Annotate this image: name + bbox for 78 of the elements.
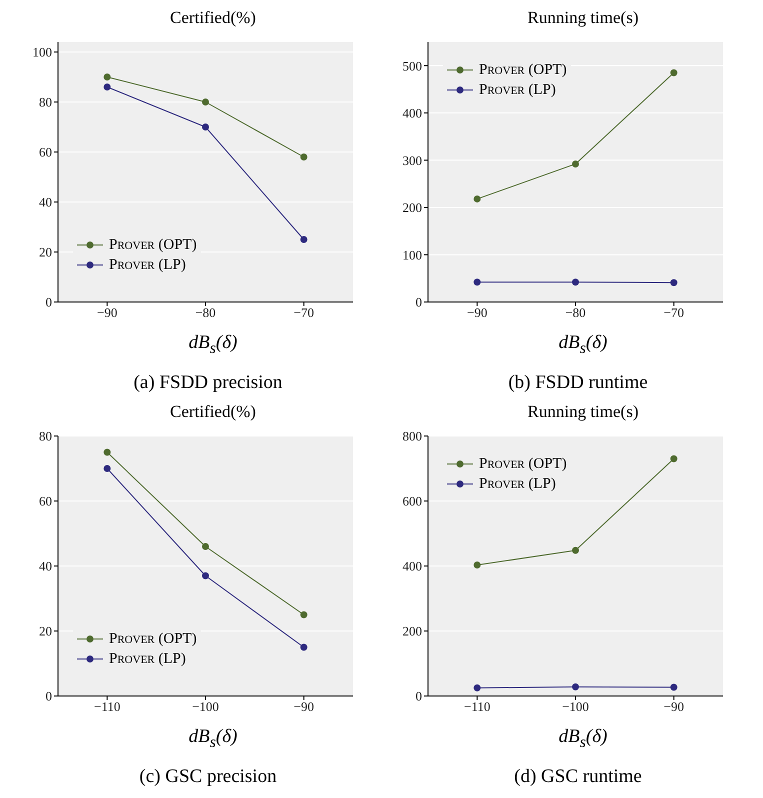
legend-label: Prover (OPT)	[109, 630, 197, 649]
legend-label: Prover (OPT)	[479, 454, 567, 474]
point	[474, 684, 481, 692]
y-tick-label: 60	[39, 493, 52, 508]
x-tick-label: −80	[565, 305, 586, 320]
y-tick-label: 300	[402, 152, 422, 168]
point	[300, 236, 308, 243]
chart-title: Certified(%)	[170, 8, 256, 29]
x-axis-title: dB$_{s}$(δ)	[558, 332, 608, 358]
y-tick-label: 100	[402, 247, 422, 262]
point	[202, 572, 209, 580]
point	[300, 154, 308, 160]
y-tick-label: 40	[39, 558, 52, 574]
x-axis-title: dB$_{s}$(δ)	[188, 332, 238, 358]
point	[300, 611, 308, 618]
legend-label: Prover (LP)	[109, 650, 186, 669]
point	[202, 542, 209, 550]
text: (b) FSDD runtime	[508, 372, 648, 394]
y-tick-label: 0	[416, 294, 422, 310]
y-tick-label: 60	[39, 144, 52, 160]
x-tick-label: −100	[562, 699, 589, 714]
point	[572, 546, 579, 554]
x-axis-title: dB$_{s}$(δ)	[188, 726, 238, 752]
point	[474, 195, 481, 202]
y-tick-label: 600	[402, 493, 422, 508]
y-tick-label: 400	[402, 558, 422, 574]
point	[104, 84, 111, 90]
text: (a) FSDD precision	[134, 372, 282, 394]
legend-label: Prover (OPT)	[109, 236, 197, 255]
x-axis-title: dB$_{s}$(δ)	[558, 726, 608, 752]
point	[104, 74, 111, 80]
point	[670, 684, 678, 691]
x-tick-label: −70	[664, 305, 684, 320]
point	[474, 561, 481, 568]
legend-label: Prover (LP)	[479, 474, 556, 494]
y-tick-label: 200	[402, 200, 422, 216]
y-tick-label: 500	[402, 58, 422, 74]
y-tick-label: 100	[32, 44, 52, 60]
x-tick-label: −110	[464, 699, 490, 714]
point	[572, 160, 579, 168]
y-tick-label: 0	[46, 294, 52, 310]
x-tick-label: −90	[294, 699, 314, 714]
point	[670, 455, 678, 462]
point	[474, 278, 481, 286]
point	[670, 279, 678, 286]
point	[202, 98, 209, 106]
text: (c) GSC precision	[139, 766, 277, 788]
text: (d) GSC runtime	[514, 766, 642, 788]
point	[670, 69, 678, 76]
y-tick-label: 40	[39, 194, 52, 210]
chart-title: Certified(%)	[170, 402, 256, 423]
point	[202, 124, 209, 130]
y-tick-label: 80	[39, 428, 52, 444]
x-tick-label: −80	[195, 305, 216, 320]
point	[300, 644, 308, 651]
y-tick-label: 20	[39, 244, 52, 260]
chart-title: Running time(s)	[528, 402, 638, 423]
x-tick-label: −90	[96, 305, 118, 320]
legend-label: Prover (LP)	[109, 256, 186, 275]
legend-label: Prover (OPT)	[479, 61, 567, 80]
x-tick-label: −110	[94, 699, 120, 714]
y-tick-label: 80	[39, 94, 52, 110]
legend-label: Prover (LP)	[479, 81, 556, 100]
x-tick-label: −70	[294, 305, 314, 320]
y-tick-label: 0	[46, 688, 52, 704]
y-tick-label: 200	[402, 623, 422, 638]
chart-title: Running time(s)	[528, 8, 638, 29]
y-tick-label: 400	[402, 106, 422, 121]
x-tick-label: −90	[466, 305, 488, 320]
point	[104, 464, 111, 472]
point	[104, 448, 111, 456]
y-tick-label: 0	[416, 688, 422, 704]
x-tick-label: −100	[192, 699, 219, 714]
x-tick-label: −90	[664, 699, 684, 714]
point	[572, 278, 579, 286]
y-tick-label: 800	[402, 428, 422, 444]
y-tick-label: 20	[39, 623, 52, 638]
point	[572, 683, 579, 690]
